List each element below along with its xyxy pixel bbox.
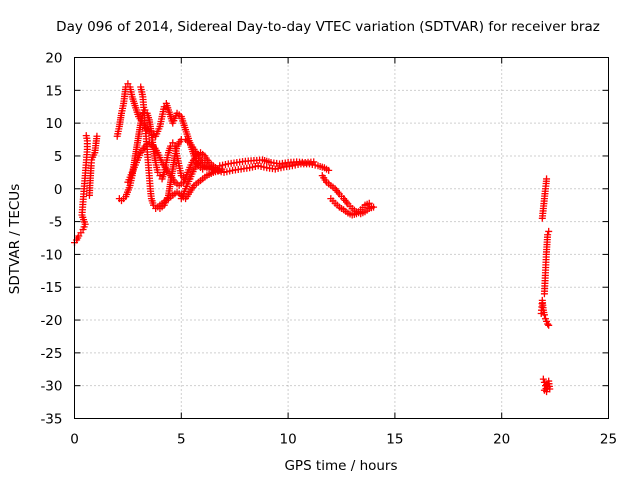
y-tick-label: -25 <box>40 346 62 362</box>
x-tick-label: 25 <box>600 432 617 448</box>
data-points <box>71 80 554 396</box>
y-tick-label: 0 <box>54 182 63 198</box>
data-point <box>544 231 552 239</box>
data-point <box>367 202 375 210</box>
data-point <box>325 166 333 174</box>
data-point <box>205 165 213 173</box>
y-tick-label: -30 <box>40 379 62 395</box>
x-tick-label: 0 <box>70 432 79 448</box>
data-point <box>545 321 553 329</box>
x-tick-label: 15 <box>386 432 403 448</box>
x-tick-label: 10 <box>280 432 297 448</box>
x-tick-label: 5 <box>177 432 186 448</box>
axis-ticks: 0 5 10 15 20 25 20 15 10 5 0 -5 -10 -15 -20 -25 -30 -35 <box>40 51 617 448</box>
data-point <box>539 375 547 383</box>
data-point <box>310 158 318 166</box>
y-tick-label: -5 <box>49 215 62 231</box>
y-tick-label: -20 <box>40 313 62 329</box>
data-point <box>544 320 552 328</box>
x-tick-label: 20 <box>493 432 510 448</box>
y-tick-label: 5 <box>54 149 63 165</box>
y-tick-label: 10 <box>45 116 62 132</box>
y-axis-label: SDTVAR / TECUs <box>7 184 23 294</box>
y-tick-label: 20 <box>45 51 62 67</box>
data-point <box>546 385 554 393</box>
grid-lines <box>74 57 609 419</box>
data-point <box>93 132 101 140</box>
data-point <box>543 175 551 183</box>
y-tick-label: -10 <box>40 247 62 263</box>
x-axis-label: GPS time / hours <box>284 458 397 474</box>
y-tick-label: -15 <box>40 280 62 296</box>
y-tick-label: 15 <box>45 83 62 99</box>
data-point <box>82 132 90 140</box>
y-tick-label: -35 <box>40 412 62 428</box>
chart-title: Day 096 of 2014, Sidereal Day-to-day VTE… <box>56 19 600 35</box>
plot-frame <box>74 57 609 419</box>
data-point-fill <box>208 166 216 174</box>
data-point <box>545 227 553 235</box>
data-point <box>540 311 548 319</box>
